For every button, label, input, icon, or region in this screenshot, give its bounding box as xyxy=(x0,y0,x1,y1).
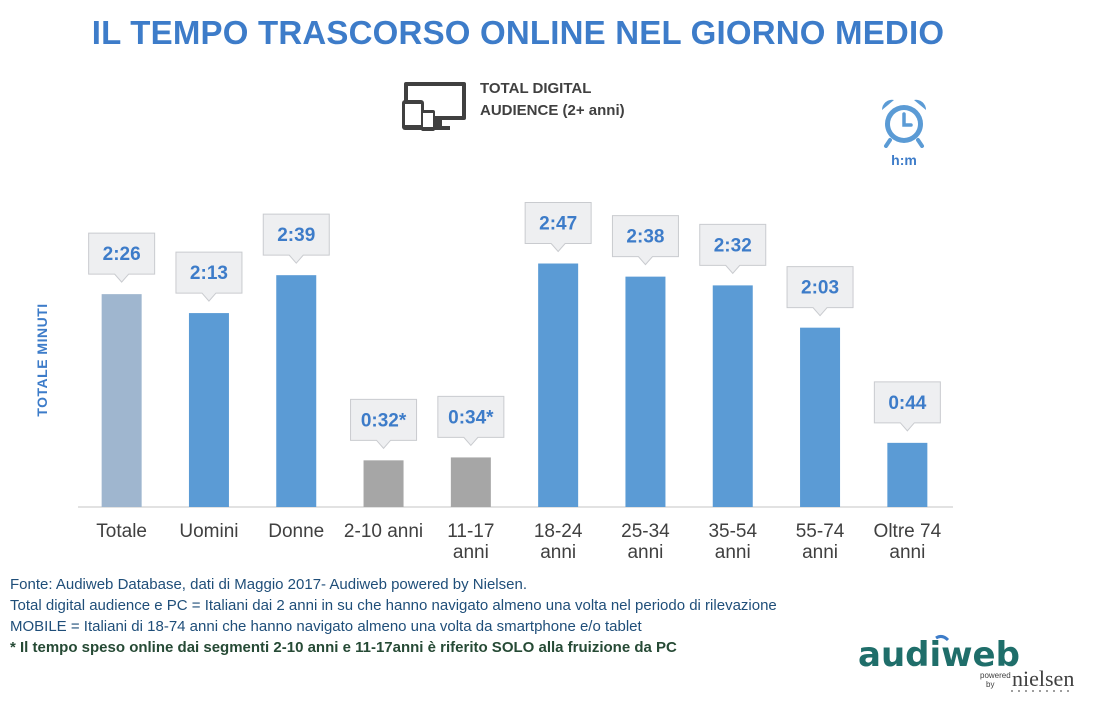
bar xyxy=(101,294,142,507)
x-tick-label: Uomini xyxy=(179,521,238,542)
logo-by: by xyxy=(986,680,994,689)
x-tick-label: 11-17 anni xyxy=(447,521,494,563)
x-tick-label: 55-74 anni xyxy=(796,521,845,563)
footnote-pc-only: * Il tempo speso online dai segmenti 2-1… xyxy=(10,639,677,656)
data-label: 2:13 xyxy=(190,263,228,284)
x-tick-label: 2-10 anni xyxy=(344,521,423,542)
bar xyxy=(188,313,229,507)
x-tick-label: 18-24 anni xyxy=(534,521,583,563)
x-tick-label: 35-54 anni xyxy=(708,521,757,563)
audience-line-1: TOTAL DIGITAL xyxy=(480,80,592,97)
data-label-callout xyxy=(175,251,243,302)
logo-main-text: audiweb xyxy=(858,635,1020,675)
bar xyxy=(625,276,666,507)
data-label: 2:38 xyxy=(626,227,664,248)
data-label-callout xyxy=(88,232,156,283)
data-label-callout xyxy=(350,398,418,450)
data-label: 2:26 xyxy=(103,244,141,265)
bar xyxy=(276,275,317,507)
bar-chart: 2:26 Totale 2:13 Uomini 2:39 Donne 0:32* 2-10 a… xyxy=(78,202,953,563)
data-label-callout xyxy=(611,215,679,266)
data-label: 2:47 xyxy=(539,214,577,235)
data-label: 0:44 xyxy=(888,393,926,414)
data-label: 0:32* xyxy=(361,410,407,431)
data-label: 2:39 xyxy=(277,225,315,246)
data-label-callout xyxy=(262,213,330,264)
footnote-total-digital: Total digital audience e PC = Italiani d… xyxy=(10,597,777,614)
bar xyxy=(363,460,404,507)
bar xyxy=(712,285,753,507)
data-label: 2:03 xyxy=(801,278,839,299)
x-tick-label: Oltre 74 anni xyxy=(874,521,942,563)
footnote-mobile: MOBILE = Italiani di 18-74 anni che hann… xyxy=(10,618,642,635)
page-title: IL TEMPO TRASCORSO ONLINE NEL GIORNO MED… xyxy=(91,14,945,51)
audiweb-logo: audiweb powered by nielsen xyxy=(858,634,1074,692)
data-label: 0:34* xyxy=(448,407,494,428)
alarm-clock-icon xyxy=(881,99,927,148)
bar xyxy=(887,442,928,507)
x-tick-label: Donne xyxy=(268,521,324,542)
x-tick-label: 25-34 anni xyxy=(621,521,670,563)
audience-label: TOTAL DIGITAL AUDIENCE (2+ anni) xyxy=(480,78,625,122)
bar xyxy=(800,327,841,507)
data-label-callout xyxy=(873,381,941,432)
data-label-callout xyxy=(699,223,767,275)
footnote-source: Fonte: Audiweb Database, dati di Maggio … xyxy=(10,576,527,593)
data-label-callout xyxy=(524,202,592,253)
unit-label: h:m xyxy=(891,152,917,168)
devices-icon xyxy=(402,82,466,131)
bar xyxy=(538,263,579,507)
audience-line-2: AUDIENCE (2+ anni) xyxy=(480,102,625,119)
bar xyxy=(450,457,491,507)
x-tick-label: Totale xyxy=(96,521,147,542)
data-label: 2:32 xyxy=(714,235,752,256)
logo-brand: nielsen xyxy=(1012,666,1074,691)
data-label-callout xyxy=(437,395,505,447)
data-label-callout xyxy=(786,266,854,317)
logo-powered: powered xyxy=(980,671,1011,680)
